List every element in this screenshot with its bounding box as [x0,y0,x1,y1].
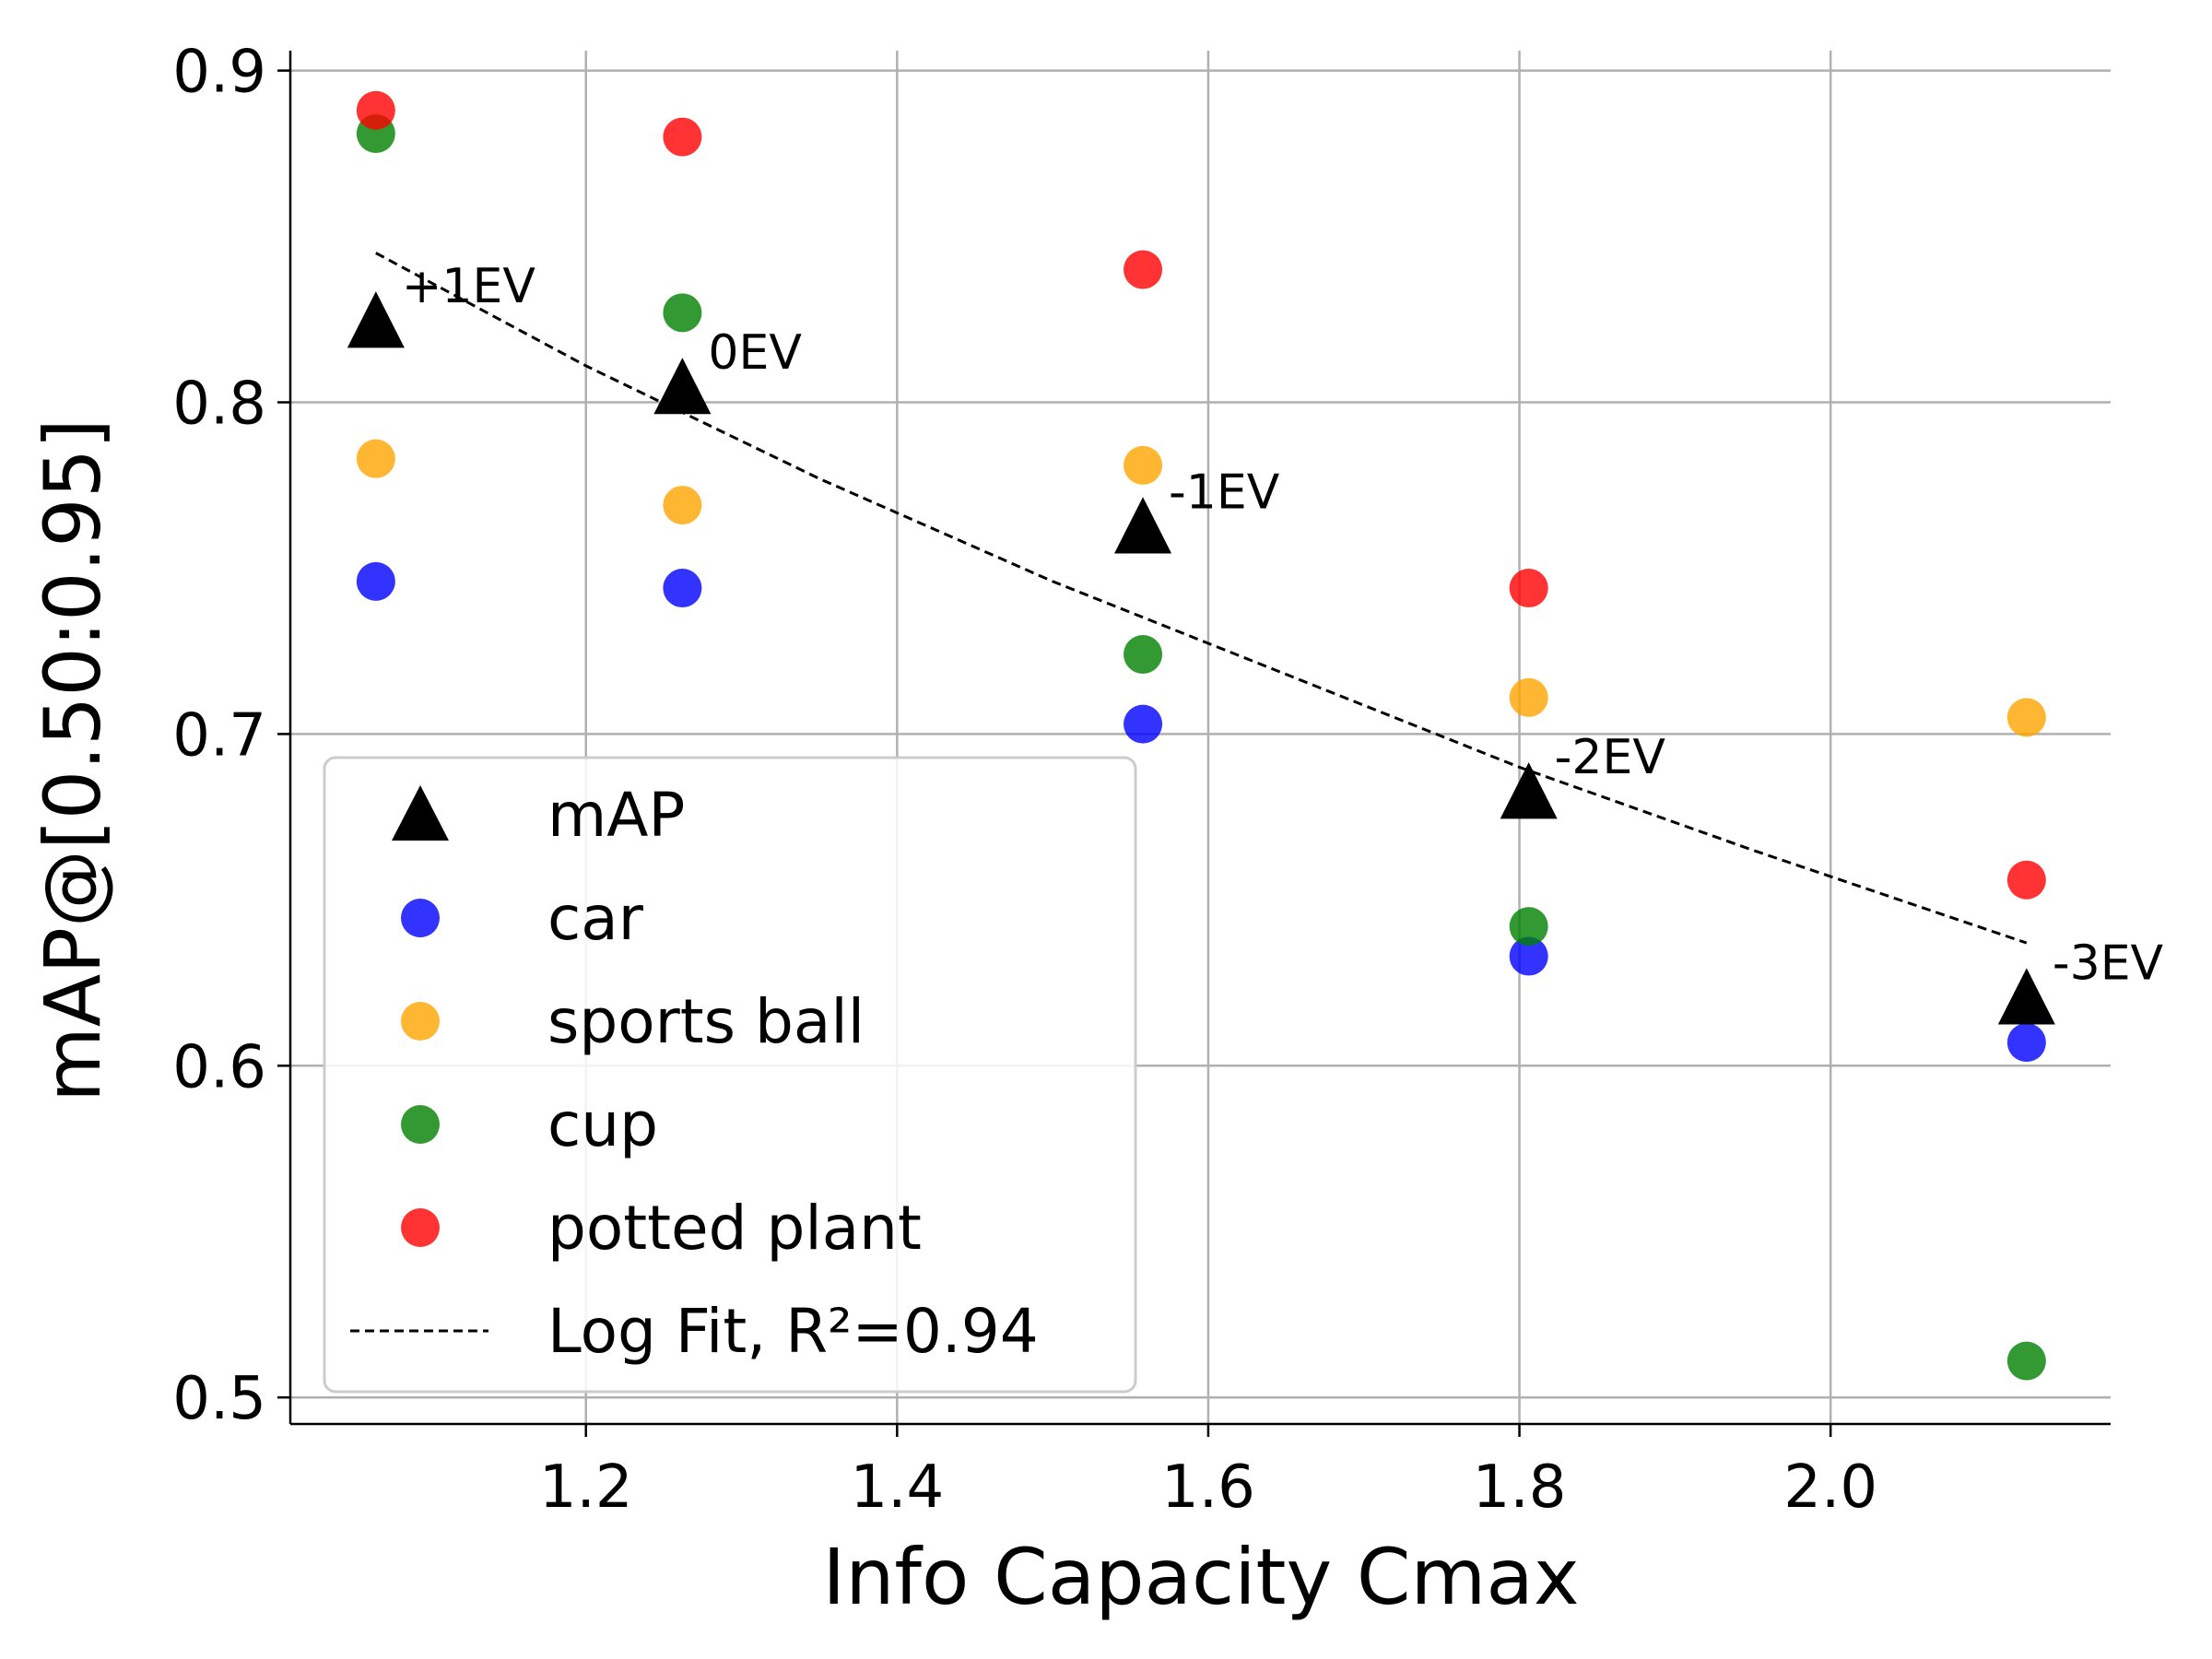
potted-plant-point [356,90,395,130]
legend-label: Log Fit, R²=0.94 [547,1296,1039,1367]
potted-plant-point [2006,860,2046,900]
fit-line-layer [375,252,2028,945]
x-axis-title: Info Capacity Cmax [822,1532,1579,1622]
axes [277,51,2111,1437]
data-points [347,90,2055,1381]
legend-label: mAP [547,780,685,851]
ev-annotation: -1EV [1169,465,1280,520]
legend-label: cup [547,1089,658,1160]
sports-ball-point [356,439,395,478]
y-tick-label: 0.6 [172,1033,266,1101]
cup-point [1509,907,1548,947]
legend-marker-car [401,899,440,937]
cup-point [1124,635,1163,675]
y-tick-label: 0.9 [172,39,266,107]
x-tick-label: 1.4 [850,1453,944,1522]
legend-marker-sports-ball [401,1002,440,1041]
legend-box [323,756,1137,1394]
ev-annotation: 0EV [708,325,802,381]
y-tick-label: 0.5 [172,1365,266,1433]
potted-plant-point [1509,569,1548,608]
ev-annotation: -2EV [1555,730,1666,785]
sports-ball-point [663,486,702,525]
ev-annotation: +1EV [402,259,536,314]
log-fit-line [375,252,2028,945]
potted-plant-point [663,117,702,157]
map-triangle-point [653,358,712,415]
sports-ball-point [1509,677,1548,717]
car-point [2006,1023,2046,1063]
car-point [1509,936,1548,976]
legend-marker-map [392,785,449,841]
legend-marker-cup [401,1105,440,1144]
y-tick-label: 0.7 [172,701,266,770]
y-axis-title: mAP@[0.50:0.95] [28,418,118,1102]
map-triangle-point [1114,497,1172,554]
sports-ball-point [1124,445,1163,485]
map-triangle-point [1500,762,1558,819]
x-tick-label: 2.0 [1783,1453,1877,1522]
map-triangle-point [1997,968,2055,1025]
map-triangle-point [347,291,405,348]
legend-label: potted plant [547,1193,922,1264]
cup-point [663,293,702,333]
y-tick-label: 0.8 [172,370,266,438]
car-point [663,569,702,608]
legend-label: sports ball [547,986,865,1057]
tick-labels: 1.2 1.4 1.6 1.8 2.0 0.5 0.6 0.7 0.8 0.9 [172,39,1877,1522]
potted-plant-point [1124,250,1163,289]
x-tick-label: 1.8 [1473,1453,1567,1522]
legend-label: car [547,883,644,954]
ev-annotation: -3EV [2053,935,2164,991]
x-tick-label: 1.2 [539,1453,633,1522]
point-annotations: +1EV 0EV -1EV -2EV -3EV [402,259,2164,991]
car-point [356,561,395,601]
legend: mAP car sports ball cup potted plant Log Fit,… [323,756,1137,1394]
car-point [1124,704,1163,744]
sports-ball-point [2006,698,2046,737]
legend-marker-potted-plant [401,1208,440,1247]
cup-point [2006,1341,2046,1381]
x-tick-label: 1.6 [1161,1453,1255,1522]
